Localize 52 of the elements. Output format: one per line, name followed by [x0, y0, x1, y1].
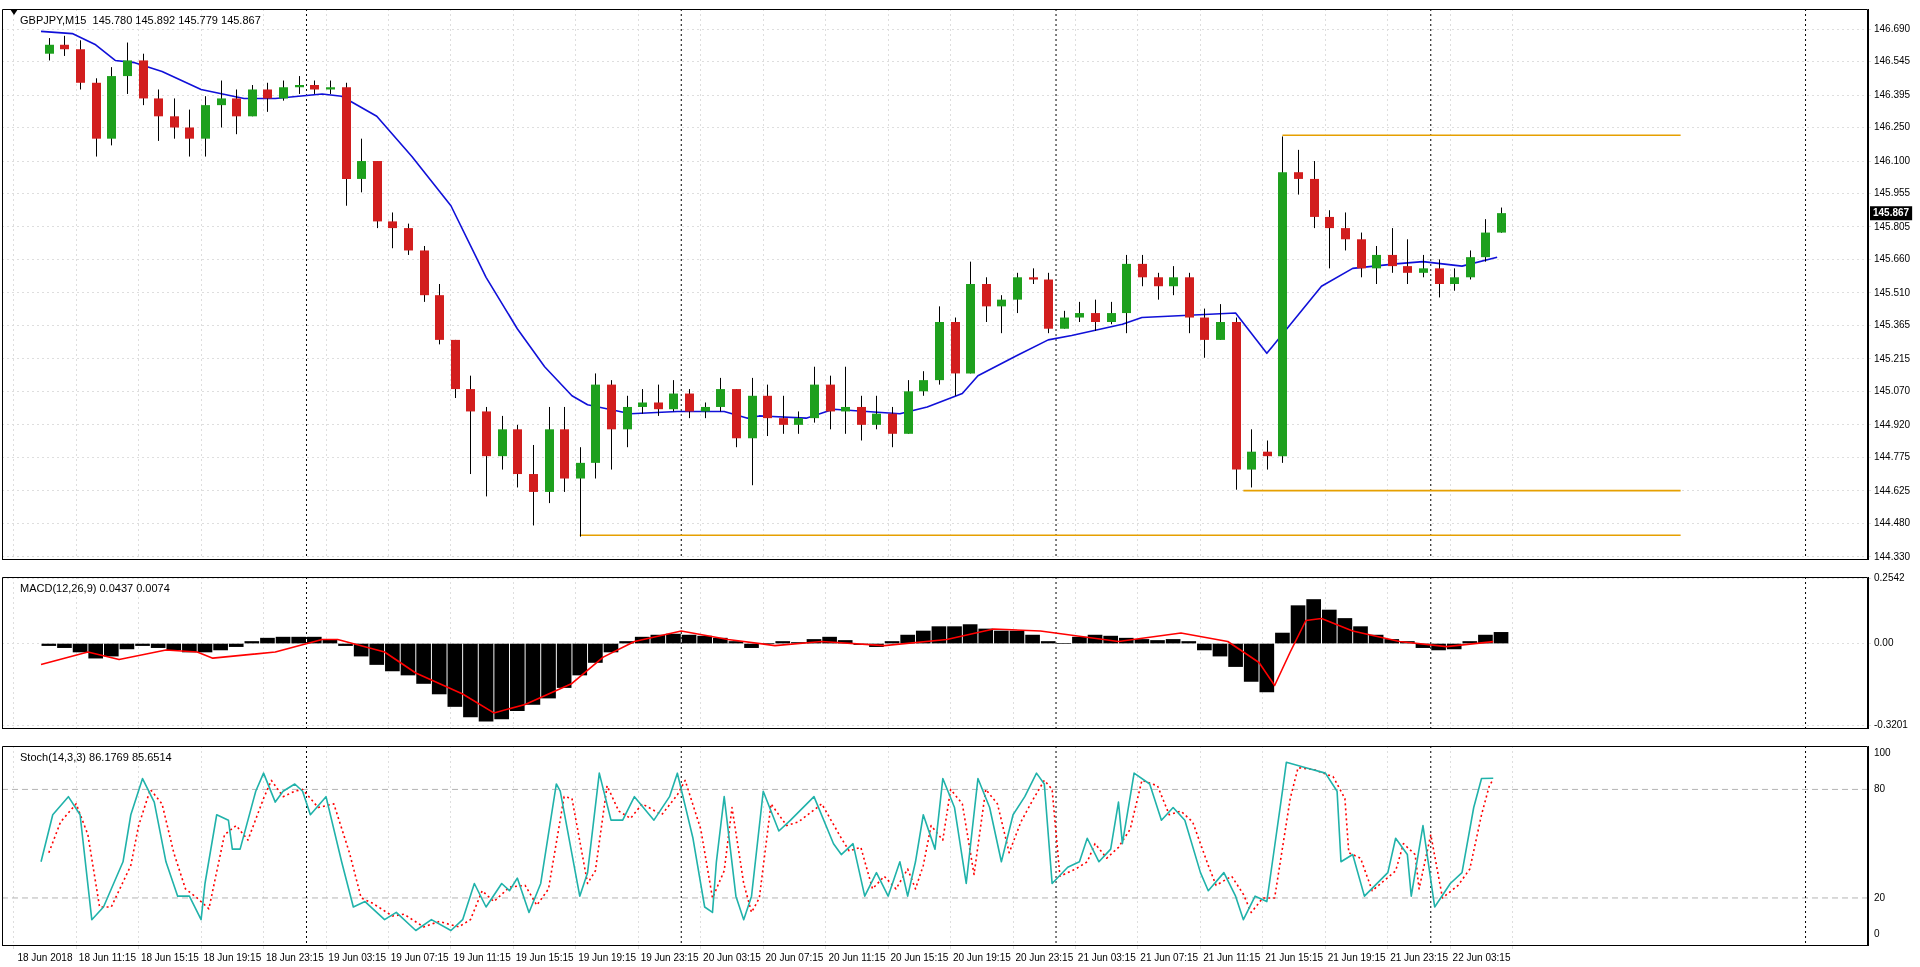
text: Stoch(14,3,3) 86.1769 85.6514 — [20, 751, 172, 764]
x-tick-label: 20 Jun 11:15 — [828, 951, 886, 963]
y-tick-label: 145.510 — [1874, 286, 1911, 298]
y-tick-label: 145.070 — [1874, 385, 1911, 397]
text: MACD(12,26,9) 0.0437 0.0074 — [20, 582, 170, 595]
y-tick-label: 144.775 — [1874, 451, 1911, 463]
y-tick-label: 144.625 — [1874, 484, 1911, 496]
x-tick-label: 19 Jun 07:15 — [390, 951, 450, 963]
x-tick-label: 18 Jun 19:15 — [203, 951, 262, 963]
y-tick-label: 146.100 — [1874, 154, 1911, 166]
x-tick-label: 18 Jun 23:15 — [265, 951, 325, 963]
x-tick-label: 20 Jun 03:15 — [703, 951, 762, 963]
x-tick-label: 19 Jun 03:15 — [328, 951, 387, 963]
y-tick-label: 0.00 — [1874, 637, 1894, 649]
chart-title: GBPJPY,M15 145.780 145.892 145.779 145.867 — [20, 14, 261, 27]
y-tick-label: 146.545 — [1874, 55, 1911, 67]
annotation: 145.867 — [1873, 206, 1910, 218]
y-tick-label: 145.215 — [1874, 352, 1911, 364]
y-tick-label: 146.690 — [1874, 22, 1911, 34]
x-tick-label: 21 Jun 19:15 — [1327, 951, 1386, 963]
y-tick-label: 145.365 — [1874, 319, 1911, 331]
y-tick-label: 0.2542 — [1874, 572, 1906, 584]
x-tick-label: 18 Jun 15:15 — [140, 951, 200, 963]
x-tick-label: 20 Jun 23:15 — [1015, 951, 1074, 963]
y-tick-label: 100 — [1874, 746, 1892, 758]
y-tick-label: 144.920 — [1874, 418, 1911, 430]
x-tick-label: 21 Jun 07:15 — [1140, 951, 1199, 963]
x-tick-label: 19 Jun 15:15 — [515, 951, 574, 963]
y-tick-label: 144.330 — [1874, 550, 1911, 562]
y-tick-label: -0.3201 — [1874, 719, 1909, 731]
y-tick-label: 144.480 — [1874, 516, 1911, 528]
y-tick-label: 80 — [1874, 783, 1886, 795]
x-tick-label: 18 Jun 2018 — [17, 951, 73, 963]
x-tick-label: 21 Jun 03:15 — [1077, 951, 1137, 963]
y-tick-label: 145.955 — [1874, 187, 1911, 199]
x-tick-label: 18 Jun 11:15 — [78, 951, 137, 963]
x-tick-label: 19 Jun 19:15 — [578, 951, 637, 963]
y-tick-label: 0 — [1874, 927, 1880, 939]
x-tick-label: 21 Jun 15:15 — [1265, 951, 1324, 963]
x-tick-label: 20 Jun 19:15 — [952, 951, 1012, 963]
y-tick-label: 145.805 — [1874, 220, 1911, 232]
x-tick-label: 19 Jun 11:15 — [453, 951, 512, 963]
x-tick-label: 22 Jun 03:15 — [1452, 951, 1511, 963]
y-tick-label: 146.250 — [1874, 121, 1911, 133]
x-tick-label: 20 Jun 15:15 — [890, 951, 949, 963]
x-tick-label: 21 Jun 11:15 — [1203, 951, 1261, 963]
x-tick-label: 20 Jun 07:15 — [765, 951, 824, 963]
y-tick-label: 146.395 — [1874, 88, 1911, 100]
y-tick-label: 145.660 — [1874, 253, 1911, 265]
x-tick-label: 21 Jun 23:15 — [1390, 951, 1449, 963]
y-tick-label: 20 — [1874, 891, 1886, 903]
x-tick-label: 19 Jun 23:15 — [640, 951, 699, 963]
